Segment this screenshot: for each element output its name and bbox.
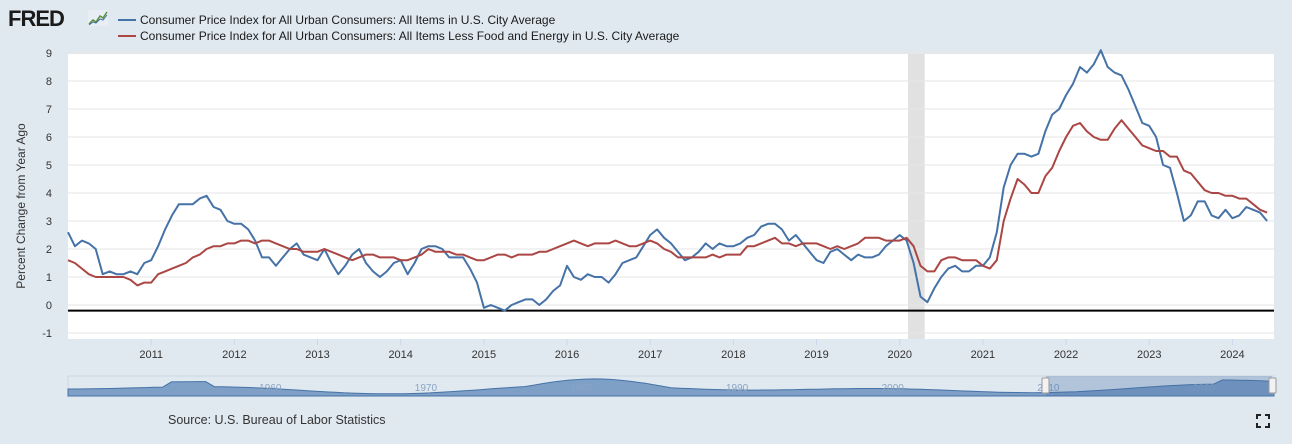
x-tick-label: 2021	[971, 349, 995, 361]
x-tick-label: 2017	[638, 349, 662, 361]
x-tick-label: 2024	[1220, 349, 1244, 361]
x-tick-label: 2019	[804, 349, 828, 361]
navigator[interactable]: 1960197019801990200020102020	[67, 375, 1277, 397]
legend[interactable]: Consumer Price Index for All Urban Consu…	[118, 13, 680, 43]
legend-label-series-2: Consumer Price Index for All Urban Consu…	[140, 29, 680, 43]
x-tick-label: 2018	[721, 349, 745, 361]
navigator-label: 2000	[882, 383, 905, 394]
legend-item-cpi-core[interactable]: Consumer Price Index for All Urban Consu…	[118, 29, 680, 43]
y-tick-label: 2	[46, 244, 52, 256]
x-tick-label: 2011	[139, 349, 163, 361]
navigator-label: 2020	[1193, 383, 1216, 394]
y-tick-label: 7	[46, 104, 52, 116]
series-line-2	[67, 119, 1268, 287]
y-tick-label: 1	[46, 272, 52, 284]
y-axis-title: Percent Change from Year Ago	[14, 123, 28, 289]
navigator-label: 1990	[726, 383, 749, 394]
x-axis-ticks: 2011 2012 2013 2014 2015 2016 2017 2018 2019 2020…	[139, 339, 1245, 361]
x-tick-label: 2015	[472, 349, 496, 361]
navigator-series-area	[67, 378, 1275, 397]
source-note: Source: U.S. Bureau of Labor Statistics	[168, 413, 386, 427]
navigator-label: 1970	[415, 383, 438, 394]
fred-logo-sparkline-icon	[88, 10, 108, 26]
fred-logo: FRED	[8, 6, 65, 31]
navigator-selection[interactable]	[1046, 376, 1272, 396]
y-axis-ticks: -1 0 1 2 3 4 5 6 7 8 9	[42, 48, 52, 340]
y-tick-label: 5	[46, 160, 52, 172]
recession-shading	[908, 54, 925, 339]
legend-label-series-1: Consumer Price Index for All Urban Consu…	[140, 13, 556, 27]
y-tick-label: 3	[46, 216, 52, 228]
fullscreen-icon[interactable]	[1256, 414, 1270, 428]
y-tick-label: 0	[46, 300, 52, 312]
navigator-label: 1980	[570, 383, 593, 394]
gridlines	[68, 52, 1274, 334]
x-tick-label: 2023	[1137, 349, 1161, 361]
navigator-label: 1960	[259, 383, 282, 394]
y-tick-label: 8	[46, 76, 52, 88]
x-tick-label: 2014	[388, 349, 412, 361]
y-tick-label: 9	[46, 48, 52, 60]
series-lines	[67, 49, 1268, 312]
y-tick-label: -1	[42, 328, 52, 340]
navigator-left-handle[interactable]	[1041, 377, 1050, 394]
plot-area	[68, 54, 1274, 339]
legend-item-cpi-all-items[interactable]: Consumer Price Index for All Urban Consu…	[118, 13, 556, 27]
series-line-1	[67, 49, 1268, 312]
x-tick-label: 2013	[305, 349, 329, 361]
x-tick-label: 2022	[1054, 349, 1078, 361]
y-tick-label: 6	[46, 132, 52, 144]
recession-band	[908, 54, 925, 339]
x-tick-label: 2020	[887, 349, 911, 361]
x-tick-label: 2012	[222, 349, 246, 361]
x-tick-label: 2016	[555, 349, 579, 361]
y-tick-label: 4	[46, 188, 52, 200]
navigator-right-handle[interactable]	[1268, 377, 1277, 394]
